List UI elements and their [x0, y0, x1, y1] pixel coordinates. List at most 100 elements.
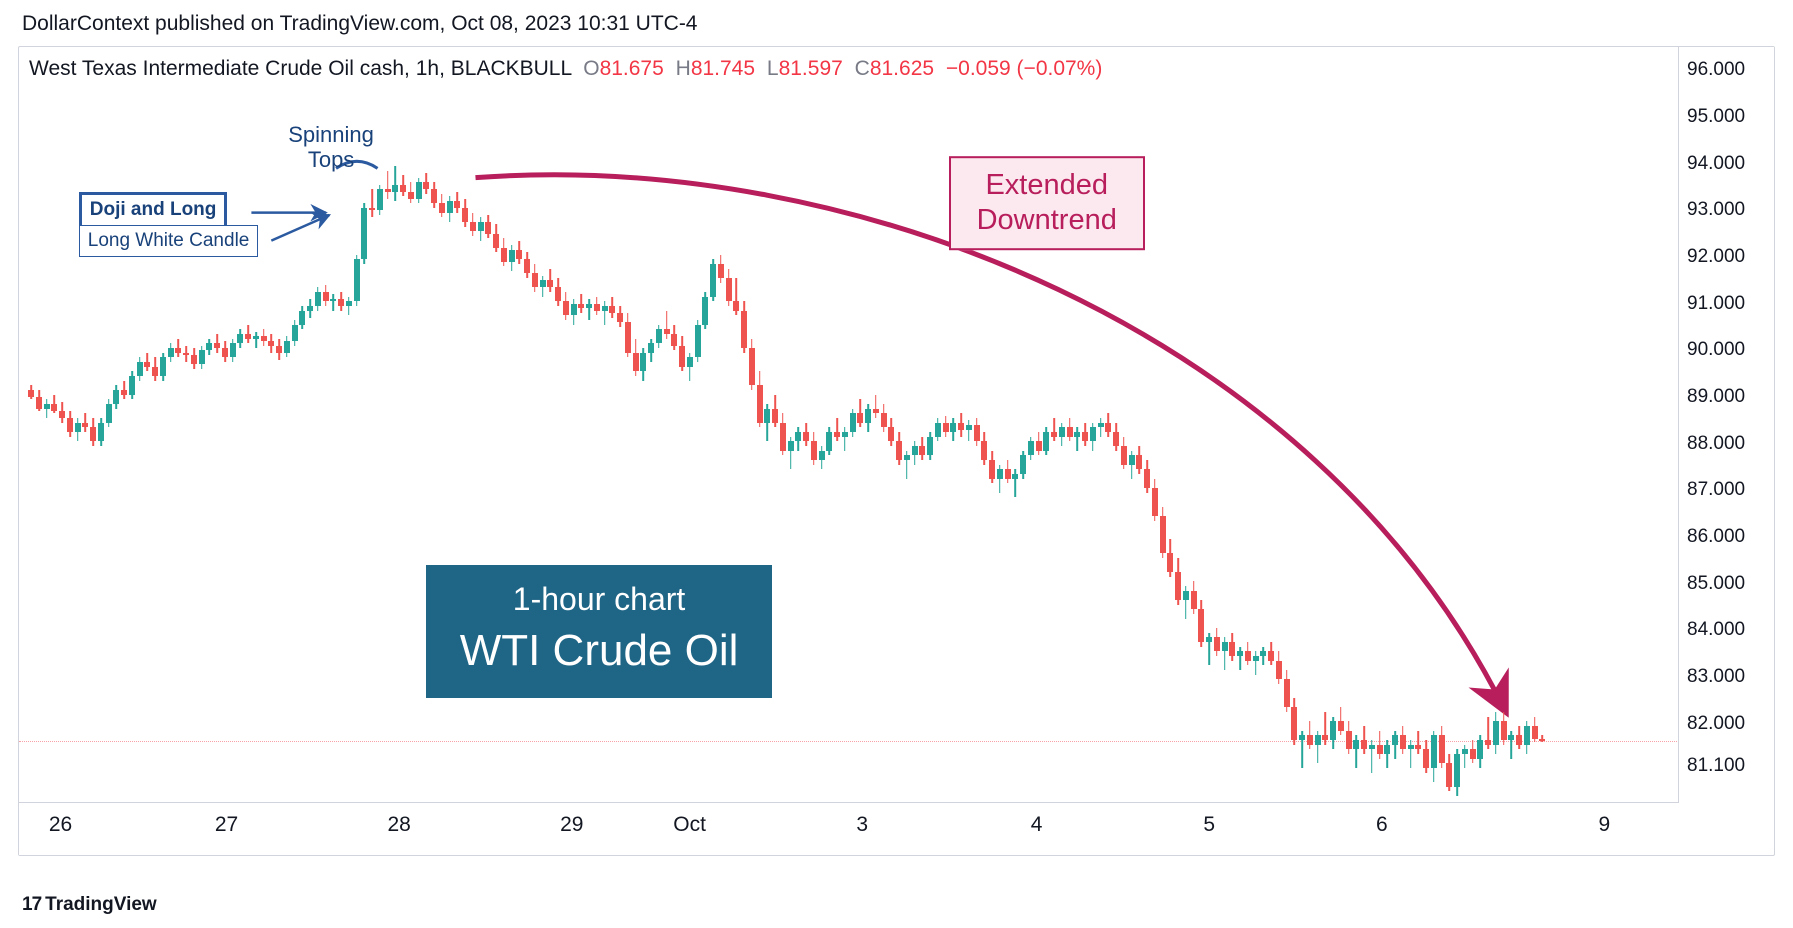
candle	[1206, 47, 1212, 803]
candle	[230, 47, 236, 803]
tradingview-logo: 17TradingView	[22, 894, 157, 916]
candle	[1191, 47, 1197, 803]
candle	[896, 47, 902, 803]
candle	[1470, 47, 1476, 803]
y-tick: 86.000	[1687, 526, 1745, 548]
candle	[1415, 47, 1421, 803]
candle	[75, 47, 81, 803]
candle	[276, 47, 282, 803]
y-tick: 92.000	[1687, 246, 1745, 268]
candle	[1508, 47, 1514, 803]
x-tick: 26	[49, 813, 72, 837]
candle	[772, 47, 778, 803]
candle	[160, 47, 166, 803]
y-tick: 82.000	[1687, 713, 1745, 735]
candle	[245, 47, 251, 803]
candle	[1198, 47, 1204, 803]
candle	[1539, 47, 1545, 803]
time-axis[interactable]: 26272829Oct34569	[19, 802, 1679, 855]
candle	[1299, 47, 1305, 803]
candle	[927, 47, 933, 803]
candle	[1229, 47, 1235, 803]
candle	[1222, 47, 1228, 803]
candle	[67, 47, 73, 803]
y-tick: 85.000	[1687, 573, 1745, 595]
candle	[1501, 47, 1507, 803]
candle	[1338, 47, 1344, 803]
candle	[1284, 47, 1290, 803]
candle	[1532, 47, 1538, 803]
candle	[803, 47, 809, 803]
x-tick: 9	[1598, 813, 1610, 837]
x-tick: 28	[387, 813, 410, 837]
candle	[1361, 47, 1367, 803]
candle	[28, 47, 34, 803]
candle	[1260, 47, 1266, 803]
candle	[888, 47, 894, 803]
candle	[113, 47, 119, 803]
candle	[98, 47, 104, 803]
price-tag: 81.100	[1687, 755, 1745, 777]
annotation: ExtendedDowntrend	[949, 157, 1145, 251]
candle	[1237, 47, 1243, 803]
candle	[214, 47, 220, 803]
candle	[819, 47, 825, 803]
candle	[44, 47, 50, 803]
candle	[1346, 47, 1352, 803]
candle	[385, 47, 391, 803]
candle	[834, 47, 840, 803]
tv-glyph-icon: 17	[22, 894, 41, 915]
tv-brand-text: TradingView	[45, 894, 157, 915]
candle	[1175, 47, 1181, 803]
x-tick: 3	[856, 813, 868, 837]
candle	[129, 47, 135, 803]
publish-header: DollarContext published on TradingView.c…	[0, 0, 1793, 40]
candle	[90, 47, 96, 803]
candle	[1307, 47, 1313, 803]
candle	[1253, 47, 1259, 803]
candle	[811, 47, 817, 803]
annotation: Long White Candle	[79, 225, 259, 257]
candle	[191, 47, 197, 803]
candle	[261, 47, 267, 803]
y-tick: 91.000	[1687, 293, 1745, 315]
candle	[1392, 47, 1398, 803]
candle	[400, 47, 406, 803]
price-axis[interactable]: 96.00095.00094.00093.00092.00091.00090.0…	[1678, 47, 1774, 803]
candle	[1431, 47, 1437, 803]
candle	[1160, 47, 1166, 803]
y-tick: 84.000	[1687, 619, 1745, 641]
candle	[1291, 47, 1297, 803]
candle	[1315, 47, 1321, 803]
candle	[850, 47, 856, 803]
candle	[222, 47, 228, 803]
candle	[36, 47, 42, 803]
candle	[780, 47, 786, 803]
candle	[857, 47, 863, 803]
plot-area[interactable]: Doji and LongLong White CandleSpinningTo…	[19, 47, 1679, 803]
candle	[865, 47, 871, 803]
candle	[881, 47, 887, 803]
candle	[392, 47, 398, 803]
annotation: 1-hour chartWTI Crude Oil	[426, 565, 773, 698]
candle	[788, 47, 794, 803]
y-tick: 89.000	[1687, 386, 1745, 408]
candle	[1423, 47, 1429, 803]
x-tick: 29	[560, 813, 583, 837]
x-tick: 4	[1031, 813, 1043, 837]
candle	[175, 47, 181, 803]
candle	[1516, 47, 1522, 803]
candle	[1446, 47, 1452, 803]
y-tick: 90.000	[1687, 339, 1745, 361]
annotation: SpinningTops	[288, 122, 374, 173]
candle	[873, 47, 879, 803]
candle	[912, 47, 918, 803]
candle	[144, 47, 150, 803]
candle	[168, 47, 174, 803]
y-tick: 83.000	[1687, 666, 1745, 688]
candle	[826, 47, 832, 803]
candle	[904, 47, 910, 803]
candle	[51, 47, 57, 803]
candle	[1369, 47, 1375, 803]
candle	[935, 47, 941, 803]
